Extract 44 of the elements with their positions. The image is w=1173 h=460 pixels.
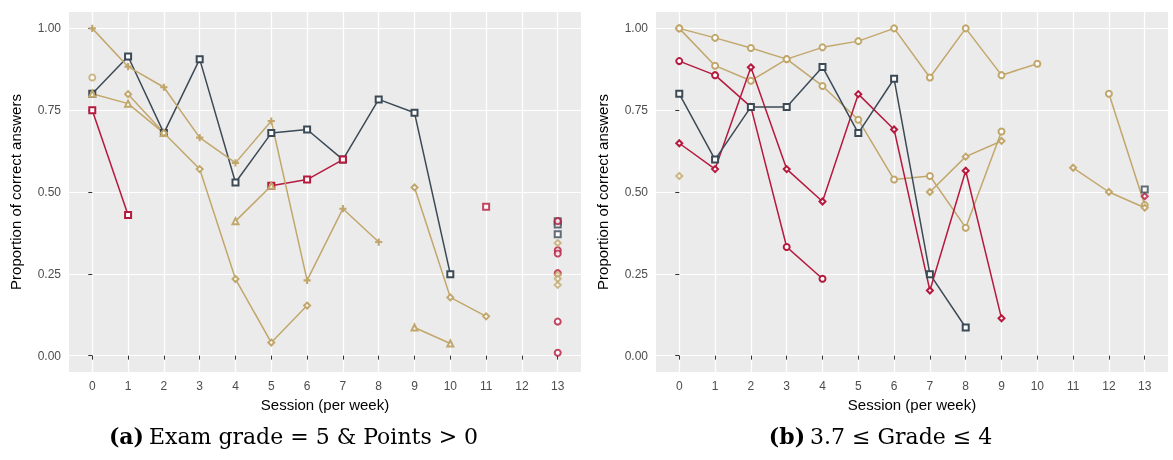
x-tick-label: 10 [443, 379, 458, 393]
x-tick-label: 8 [375, 379, 383, 393]
text: (a) Exam grade = 5 & Points > 0 [108, 423, 479, 449]
y-axis-title: Proportion of correct answers [593, 94, 611, 290]
x-tick-label: 9 [411, 379, 419, 393]
y-tick-label: 0.75 [624, 103, 648, 118]
y-tick-label: 0.50 [624, 185, 648, 199]
x-axis-title: Session (per week) [847, 395, 976, 413]
y-tick-label: 1.00 [37, 21, 62, 36]
y-axis-title: Proportion of correct answers [7, 94, 24, 290]
y-tick-label: 0.00 [37, 348, 62, 363]
x-tick-label: 8 [961, 379, 969, 393]
x-tick-label: 6 [890, 379, 898, 393]
x-tick-label: 2 [747, 379, 755, 393]
x-tick-label: 3 [196, 379, 204, 393]
x-axis-title: Session (per week) [260, 395, 390, 413]
x-tick-label: 13 [551, 379, 565, 393]
y-tick-label: 0.25 [624, 266, 648, 281]
x-tick-label: 12 [515, 379, 529, 393]
y-tick-label: 0.00 [624, 348, 648, 363]
x-tick-label: 0 [88, 379, 96, 393]
y-tick-label: 0.25 [37, 266, 62, 281]
x-tick-label: 1 [124, 379, 132, 393]
text: (b) 3.7 ≤ Grade ≤ 4 [768, 423, 992, 449]
y-tick-label: 0.50 [37, 185, 62, 199]
x-tick-label: 4 [232, 379, 240, 393]
x-tick-label: 10 [1030, 379, 1044, 393]
x-tick-label: 12 [1101, 379, 1116, 393]
y-tick-label: 1.00 [624, 21, 648, 36]
x-tick-label: 1 [711, 379, 719, 393]
x-tick-label: 7 [926, 379, 934, 393]
x-tick-label: 0 [675, 379, 683, 393]
x-tick-label: 11 [479, 379, 493, 393]
x-tick-label: 5 [267, 379, 275, 393]
x-tick-label: 6 [303, 379, 311, 393]
x-tick-label: 7 [339, 379, 347, 393]
x-tick-label: 2 [160, 379, 168, 393]
x-tick-label: 13 [1137, 379, 1152, 393]
y-tick-label: 0.75 [37, 103, 62, 118]
x-tick-label: 3 [782, 379, 790, 393]
x-tick-label: 4 [818, 379, 826, 393]
x-tick-label: 11 [1066, 379, 1080, 393]
x-tick-label: 5 [854, 379, 862, 393]
x-tick-label: 9 [997, 379, 1005, 393]
